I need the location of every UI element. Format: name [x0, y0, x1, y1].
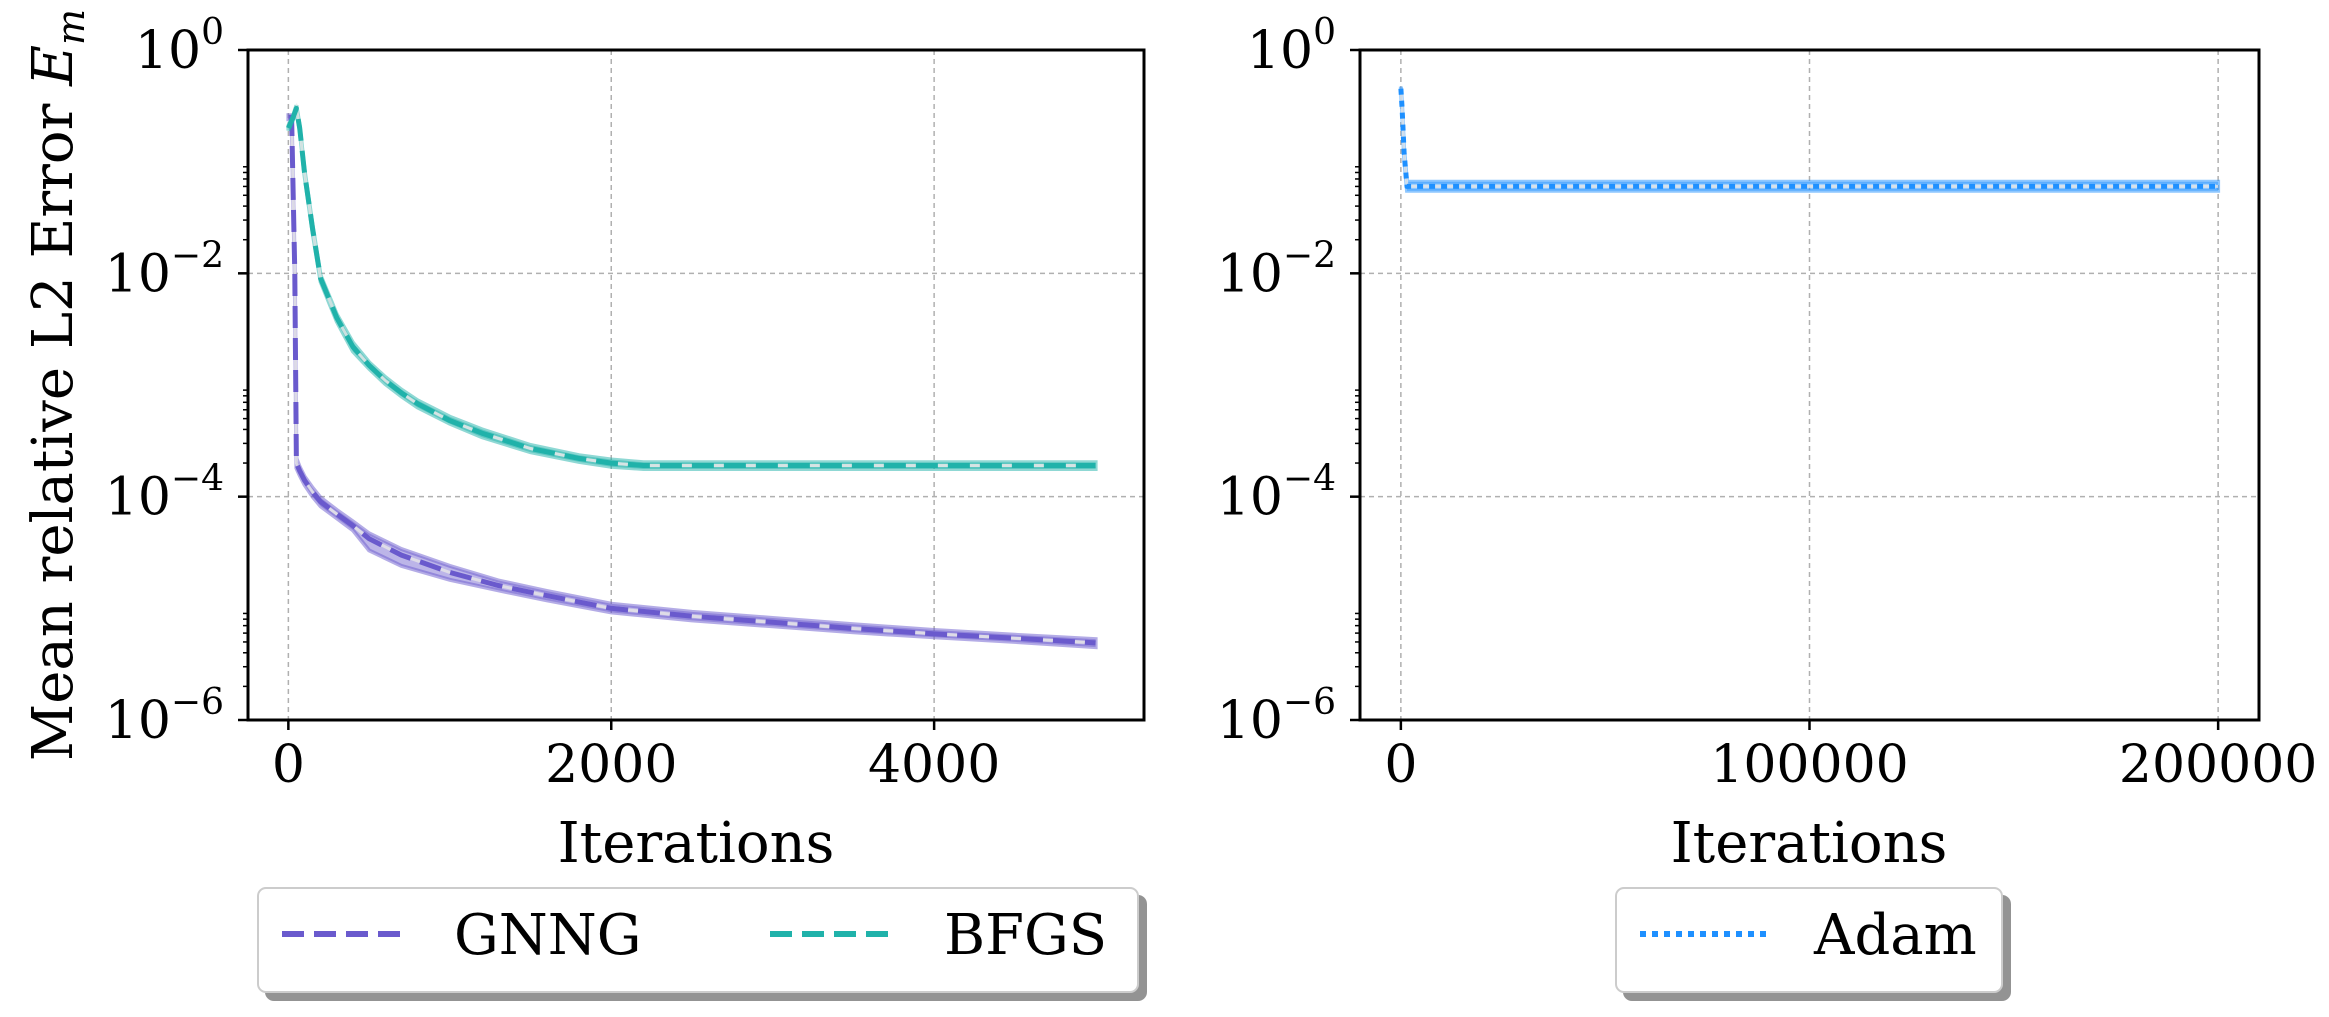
left-x-tick-label: 0	[272, 735, 305, 795]
left-x-axis-label: Iterations	[558, 811, 835, 876]
series-band-gnng	[286, 113, 1098, 650]
right-y-tick-label: 100	[1247, 12, 1336, 81]
left-ticks: 0 2000 4000 100 10−2 10−4 10−6	[105, 12, 1001, 795]
left-y-tick-label: 100	[135, 12, 224, 81]
right-series-layer	[1398, 86, 2221, 193]
right-x-tick-label: 100000	[1710, 735, 1909, 795]
left-plot-frame	[246, 48, 1146, 722]
left-chart-panel: 0 2000 4000 100 10−2 10−4 10−6 Iterations Mean…	[21, 9, 1146, 876]
right-x-tick-label: 200000	[2119, 735, 2318, 795]
left-legend-box	[257, 887, 1139, 993]
left-y-tick-label: 10−4	[105, 459, 224, 528]
left-y-tick-label: 10−2	[105, 235, 224, 304]
right-y-tick-label: 10−6	[1217, 682, 1336, 751]
right-y-tick-label: 10−2	[1217, 235, 1336, 304]
series-line-bfgs-highlight	[287, 102, 1096, 467]
series-line-bfgs	[286, 105, 1096, 468]
right-x-tick-label: 0	[1384, 735, 1417, 795]
series-band-bfgs	[286, 104, 1098, 471]
series-line-adam	[1398, 88, 2219, 189]
left-y-axis-label: Mean relative L2 Error Em	[21, 9, 93, 761]
legend-label-adam: Adam	[1813, 903, 1977, 968]
left-series-layer	[286, 102, 1098, 650]
legend-label-gnng: GNNG	[454, 903, 641, 968]
series-band-adam	[1398, 86, 2221, 193]
left-y-tick-label: 10−6	[105, 682, 224, 751]
legend-label-bfgs: BFGS	[944, 903, 1107, 968]
right-ticks: 0 100000 200000 100 10−2 10−4 10−6	[1217, 12, 2318, 795]
series-line-gnng	[288, 114, 1096, 646]
left-legend: GNNG BFGS	[257, 887, 1139, 993]
left-x-tick-label: 4000	[868, 735, 1000, 795]
right-legend-box	[1615, 887, 2003, 993]
right-gridlines	[1360, 49, 2259, 721]
right-y-tick-label: 10−4	[1217, 459, 1336, 528]
right-chart-panel: 0 100000 200000 100 10−2 10−4 10−6 Iterations	[1217, 12, 2318, 876]
left-x-tick-label: 2000	[545, 735, 677, 795]
right-legend: Adam	[1615, 887, 2003, 993]
right-x-axis-label: Iterations	[1671, 811, 1948, 876]
